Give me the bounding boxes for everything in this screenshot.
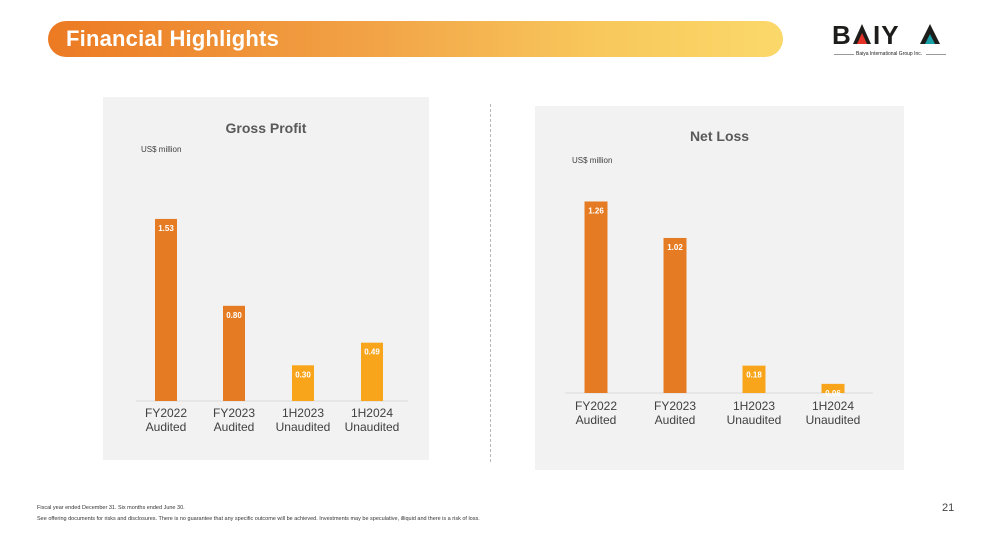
logo-subtitle: Baiya International Group Inc. <box>856 51 923 57</box>
footnote-fiscal-year: Fiscal year ended December 31. Six month… <box>37 505 185 511</box>
gross-profit-chart: Gross Profit US$ million 1.53 FY2022 Audited… <box>103 97 429 460</box>
net-loss-data-label-1: 1.26 <box>588 206 604 215</box>
logo-mark-icon: B IY <box>832 20 940 50</box>
svg-text:B: B <box>832 20 852 50</box>
net-loss-category-label-1-status: Audited <box>576 413 617 427</box>
net-loss-bar-3 <box>742 365 766 393</box>
gross-profit-category-label-2-period: FY2023 <box>213 406 255 420</box>
chart-divider <box>490 104 491 462</box>
gross-profit-category-label-4-status: Unaudited <box>345 420 400 434</box>
net-loss-category-label-4-status: Unaudited <box>806 413 861 427</box>
net-loss-chart: Net Loss US$ million 1.26 FY2022 Audited 1.02… <box>535 106 904 470</box>
gross-profit-category-label-1-period: FY2022 <box>145 406 187 420</box>
net-loss-bar-2 <box>663 237 687 393</box>
gross-profit-category-label-4-period: 1H2024 <box>351 406 393 420</box>
gross-profit-category-label-1-status: Audited <box>146 420 187 434</box>
gross-profit-title: Gross Profit <box>226 120 307 136</box>
net-loss-unit-label: US$ million <box>572 156 612 165</box>
gross-profit-data-label-1: 1.53 <box>158 224 174 233</box>
net-loss-bar-4 <box>821 383 845 393</box>
gross-profit-category-label-3-status: Unaudited <box>276 420 331 434</box>
company-logo: B IY Baiya International Group Inc. <box>826 18 951 62</box>
gross-profit-category-label-2-status: Audited <box>214 420 255 434</box>
gross-profit-bar-4 <box>361 342 383 401</box>
net-loss-data-label-3: 0.18 <box>746 371 762 380</box>
net-loss-category-label-4-period: 1H2024 <box>812 399 854 413</box>
gross-profit-unit-label: US$ million <box>141 145 181 154</box>
net-loss-data-label-4: 0.06 <box>825 389 841 398</box>
footnote-disclaimer: See offering documents for risks and dis… <box>37 516 480 522</box>
net-loss-category-label-3-status: Unaudited <box>727 413 782 427</box>
net-loss-category-label-2-period: FY2023 <box>654 399 696 413</box>
title-banner: Financial Highlights <box>48 21 783 57</box>
gross-profit-data-label-4: 0.49 <box>364 348 380 357</box>
gross-profit-data-label-2: 0.80 <box>226 311 242 320</box>
net-loss-category-label-3-period: 1H2023 <box>733 399 775 413</box>
net-loss-category-label-1-period: FY2022 <box>575 399 617 413</box>
logo-rule-left <box>834 54 854 55</box>
svg-text:IY: IY <box>873 20 900 50</box>
gross-profit-bar-2 <box>223 305 245 401</box>
page-number: 21 <box>942 502 955 514</box>
page-title: Financial Highlights <box>66 26 280 51</box>
net-loss-data-label-2: 1.02 <box>667 243 683 252</box>
net-loss-title: Net Loss <box>690 128 749 144</box>
gross-profit-data-label-3: 0.30 <box>295 370 311 379</box>
gross-profit-bar-1 <box>155 218 177 401</box>
net-loss-bar-1 <box>584 201 608 393</box>
gross-profit-bar-3 <box>292 365 314 401</box>
logo-rule-right <box>926 54 946 55</box>
net-loss-category-label-2-status: Audited <box>655 413 696 427</box>
gross-profit-category-label-3-period: 1H2023 <box>282 406 324 420</box>
